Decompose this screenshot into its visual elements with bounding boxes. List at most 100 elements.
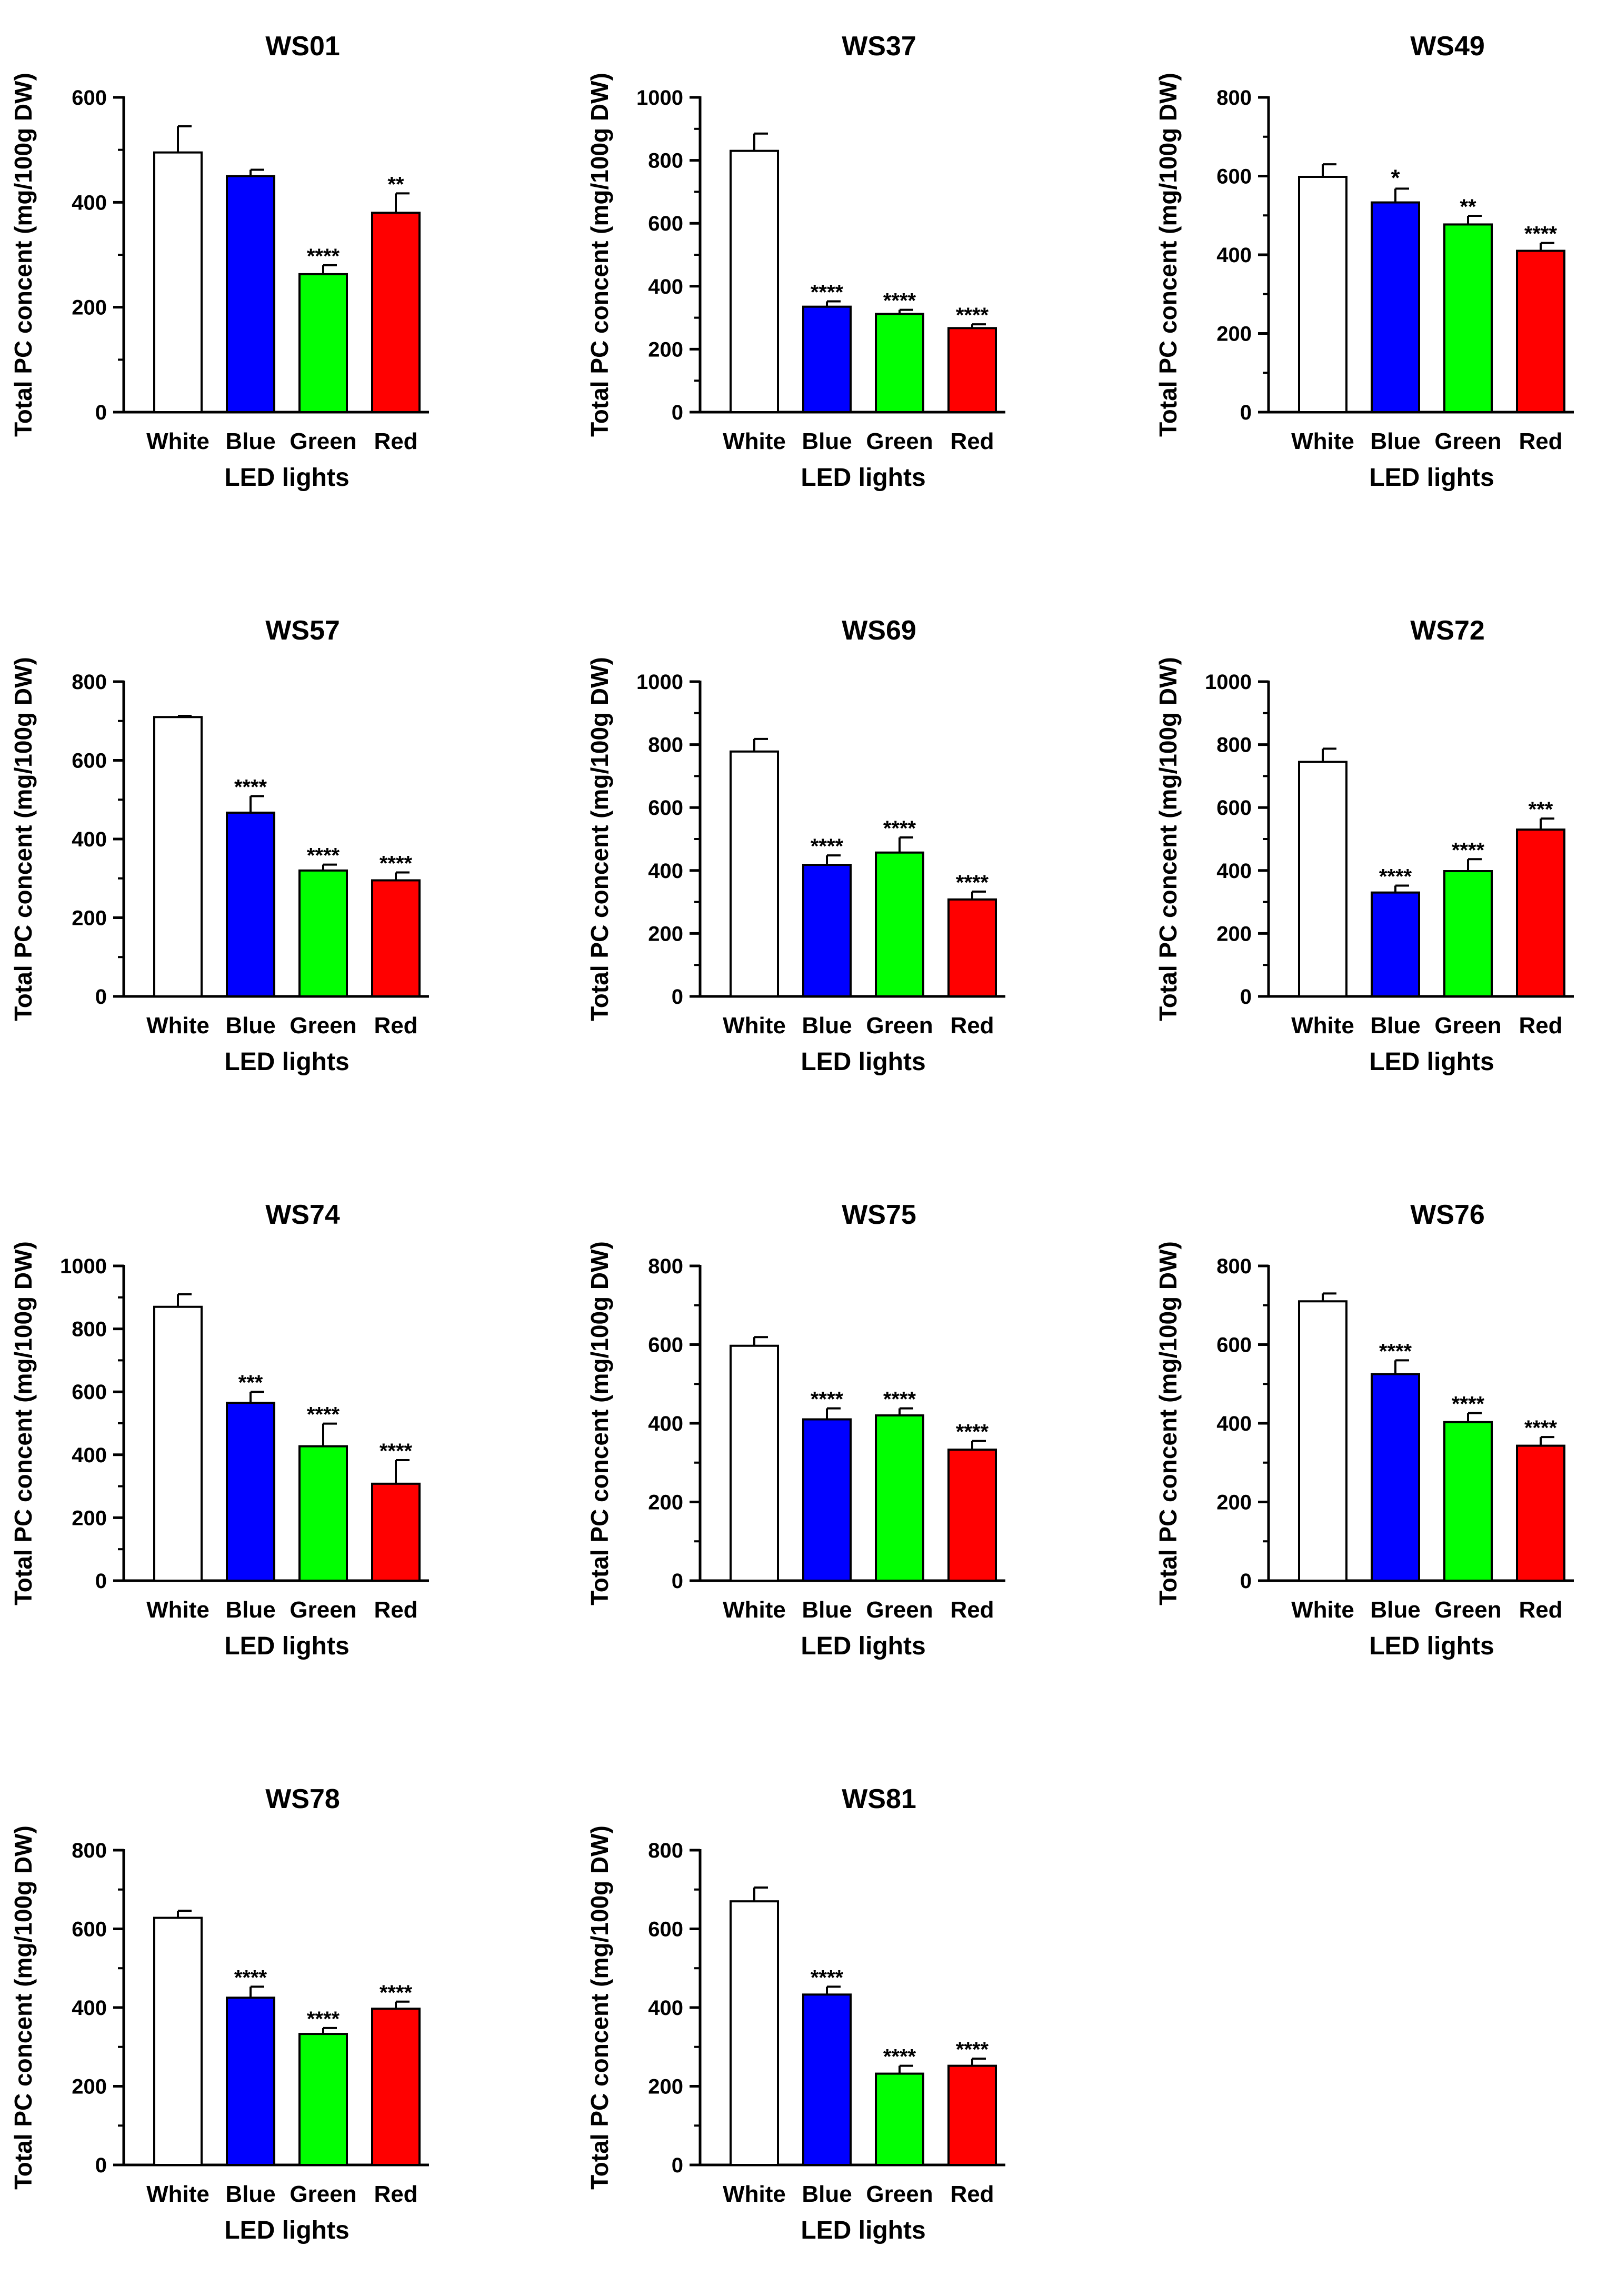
x-tick-label: Blue [225, 1013, 275, 1039]
significance-label: **** [380, 1440, 413, 1463]
chart-title: WS74 [265, 1200, 340, 1230]
significance-label: **** [883, 817, 916, 840]
x-tick-label: Green [290, 1597, 356, 1623]
x-tick-label: Red [374, 1013, 417, 1039]
x-tick-label: White [1291, 428, 1354, 454]
chart-title: WS49 [1410, 31, 1485, 62]
x-axis-label: LED lights [1369, 1048, 1494, 1076]
x-tick-label: White [723, 1597, 786, 1623]
y-tick-label: 400 [1216, 1412, 1252, 1435]
y-tick-label: 600 [72, 1381, 107, 1404]
x-tick-label: White [723, 2181, 786, 2207]
chart-panel-ws76: WS76 0 200 400 600 800 Total PC concent (mg/10… [1154, 1200, 1574, 1660]
significance-label: **** [956, 1421, 989, 1444]
x-tick-label: Red [950, 1597, 994, 1623]
y-tick-label: 800 [72, 671, 107, 694]
y-tick-label: 400 [648, 1996, 683, 2020]
x-tick-label: Blue [802, 428, 852, 454]
y-tick-label: 200 [648, 922, 683, 945]
x-tick-label: Red [1519, 428, 1562, 454]
x-tick-label: White [1291, 1013, 1354, 1039]
x-tick-label: Red [1519, 1597, 1562, 1623]
bar-green [298, 1445, 348, 1582]
y-tick-label: 200 [1216, 922, 1252, 945]
x-axis-label: LED lights [224, 1048, 349, 1076]
significance-label: **** [1452, 1393, 1485, 1416]
chart-panel-ws81: WS81 0 200 400 600 800 Total PC concent (mg/10… [586, 1784, 1005, 2244]
y-tick-label: 0 [672, 2154, 683, 2177]
bar-blue [802, 305, 852, 413]
y-tick-label: 400 [72, 191, 107, 214]
bar-green [298, 869, 348, 998]
chart-title: WS81 [842, 1784, 916, 1814]
bar-green [298, 2033, 348, 2167]
bar-green [875, 2072, 924, 2167]
y-tick-label: 400 [648, 1412, 683, 1435]
y-tick-label: 600 [648, 1918, 683, 1941]
x-tick-label: White [146, 428, 209, 454]
x-tick-label: White [146, 2181, 209, 2207]
chart-title: WS75 [842, 1200, 916, 1230]
y-axis-label: Total PC concent (mg/100g DW) [9, 73, 37, 437]
y-axis-label: Total PC concent (mg/100g DW) [1154, 1241, 1182, 1605]
x-tick-label: Green [866, 428, 933, 454]
y-tick-label: 600 [72, 750, 107, 773]
chart-panel-ws49: WS49 0 200 400 600 800 Total PC concent (mg/10… [1154, 31, 1574, 492]
y-tick-label: 0 [1240, 401, 1252, 424]
chart-title: WS57 [265, 615, 340, 646]
y-tick-label: 400 [648, 860, 683, 883]
x-tick-label: Red [950, 428, 994, 454]
bar-white [153, 1305, 203, 1582]
chart-panel-ws75: WS75 0 200 400 600 800 Total PC concent (mg/10… [586, 1200, 1005, 1660]
bar-green [875, 851, 924, 997]
bar-green [1443, 870, 1493, 997]
significance-label: *** [238, 1371, 263, 1394]
x-tick-label: White [723, 1013, 786, 1039]
bar-blue [226, 175, 275, 413]
significance-label: **** [956, 304, 989, 327]
bar-blue [802, 1993, 852, 2167]
y-tick-label: 200 [648, 2075, 683, 2099]
x-tick-label: Red [1519, 1013, 1562, 1039]
x-tick-label: Green [866, 1597, 933, 1623]
x-tick-label: Blue [1370, 428, 1420, 454]
y-tick-label: 0 [1240, 1570, 1252, 1593]
y-tick-label: 1000 [636, 671, 683, 694]
bar-white [1298, 1300, 1348, 1582]
x-axis-label: LED lights [224, 464, 349, 492]
significance-label: * [1391, 165, 1400, 191]
significance-label: **** [307, 245, 340, 268]
y-tick-label: 600 [72, 86, 107, 109]
bar-blue [226, 811, 275, 997]
y-tick-label: 600 [72, 1918, 107, 1941]
bar-red [947, 327, 997, 413]
y-tick-label: 0 [672, 1570, 683, 1593]
x-axis-label: LED lights [1369, 1632, 1494, 1660]
y-tick-label: 800 [648, 149, 683, 173]
x-tick-label: Red [950, 1013, 994, 1039]
x-tick-label: Blue [225, 1597, 275, 1623]
x-tick-label: Green [1434, 1013, 1501, 1039]
significance-label: **** [380, 852, 413, 875]
y-tick-label: 0 [1240, 985, 1252, 1009]
y-axis-label: Total PC concent (mg/100g DW) [1154, 73, 1182, 437]
significance-label: **** [1379, 1340, 1412, 1363]
bar-white [153, 716, 203, 997]
bar-red [371, 1482, 421, 1582]
x-axis-label: LED lights [801, 1048, 925, 1076]
y-tick-label: 800 [1216, 1255, 1252, 1278]
bar-green [1443, 223, 1493, 413]
y-tick-label: 1000 [1205, 671, 1252, 694]
significance-label: **** [307, 844, 340, 867]
bar-blue [1371, 201, 1420, 413]
y-tick-label: 600 [648, 796, 683, 820]
x-tick-label: White [723, 428, 786, 454]
chart-title: WS69 [842, 615, 916, 646]
y-axis-label: Total PC concent (mg/100g DW) [586, 73, 613, 437]
x-axis-label: LED lights [801, 464, 925, 492]
y-axis-label: Total PC concent (mg/100g DW) [1154, 657, 1182, 1021]
bar-red [371, 879, 421, 998]
x-tick-label: Green [290, 428, 356, 454]
